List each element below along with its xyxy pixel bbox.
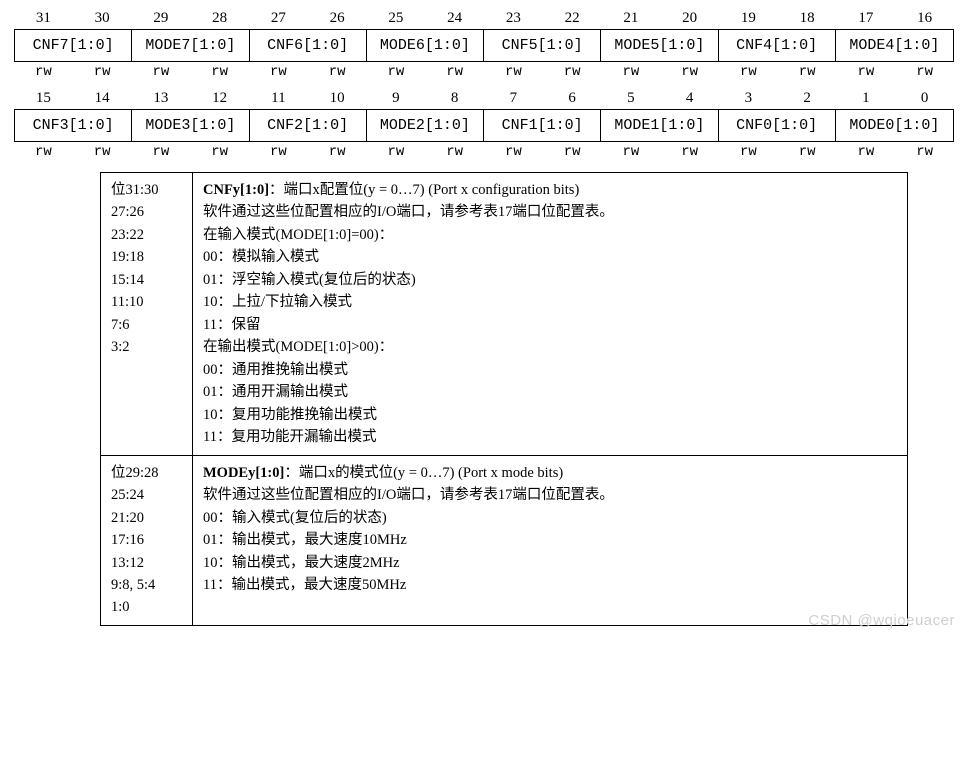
rw-cell: rw [543,142,602,166]
rw-cell: rw [249,62,308,86]
bit-num: 27 [249,10,308,29]
rw-cell: rw [249,142,308,166]
field-cell: MODE2[1:0] [367,110,484,141]
field-cell: CNF1[1:0] [484,110,601,141]
bit-num: 28 [190,10,249,29]
description-table: 位31:3027:2623:2219:1815:1411:107:63:2 CN… [100,172,908,626]
rw-cell: rw [308,142,367,166]
field-cell: MODE6[1:0] [367,30,484,61]
field-cell: CNF5[1:0] [484,30,601,61]
rw-cell: rw [660,62,719,86]
field-cell: CNF0[1:0] [719,110,836,141]
field-cell: MODE7[1:0] [132,30,249,61]
bits-cell: 位31:3027:2623:2219:1815:1411:107:63:2 [101,173,193,456]
bit-num: 9 [367,90,426,109]
rw-cell: rw [367,142,426,166]
rw-cell: rw [837,142,896,166]
field-cell: MODE3[1:0] [132,110,249,141]
desc-row-modey: 位29:2825:2421:2017:1613:129:8, 5:41:0 MO… [101,455,908,625]
bit-numbers-high: 31 30 29 28 27 26 25 24 23 22 21 20 19 1… [14,10,954,29]
bit-num: 3 [719,90,778,109]
field-cell: CNF6[1:0] [250,30,367,61]
rw-cell: rw [484,142,543,166]
bit-num: 30 [73,10,132,29]
rw-cell: rw [484,62,543,86]
rw-cell: rw [778,62,837,86]
rw-cell: rw [73,142,132,166]
bit-num: 7 [484,90,543,109]
bit-num: 10 [308,90,367,109]
register-row-high: 31 30 29 28 27 26 25 24 23 22 21 20 19 1… [14,10,959,86]
bit-num: 2 [778,90,837,109]
bit-num: 6 [543,90,602,109]
field-row-high: CNF7[1:0] MODE7[1:0] CNF6[1:0] MODE6[1:0… [14,29,954,62]
desc-row-cnfy: 位31:3027:2623:2219:1815:1411:107:63:2 CN… [101,173,908,456]
rw-cell: rw [778,142,837,166]
field-cell: CNF2[1:0] [250,110,367,141]
rw-cell: rw [719,142,778,166]
bit-num: 21 [602,10,661,29]
bit-num: 8 [425,90,484,109]
bits-cell: 位29:2825:2421:2017:1613:129:8, 5:41:0 [101,455,193,625]
bit-num: 12 [190,90,249,109]
desc-cell: CNFy[1:0]：端口x配置位(y = 0…7) (Port x config… [193,173,908,456]
bit-num: 26 [308,10,367,29]
bit-num: 14 [73,90,132,109]
bit-numbers-low: 15 14 13 12 11 10 9 8 7 6 5 4 3 2 1 0 [14,90,954,109]
rw-cell: rw [425,142,484,166]
rw-cell: rw [837,62,896,86]
field-cell: CNF3[1:0] [15,110,132,141]
bit-num: 15 [14,90,73,109]
rw-cell: rw [895,62,954,86]
rw-cell: rw [660,142,719,166]
field-cell: CNF4[1:0] [719,30,836,61]
rw-cell: rw [602,142,661,166]
rw-row-low: rw rw rw rw rw rw rw rw rw rw rw rw rw r… [14,142,954,166]
field-cell: CNF7[1:0] [15,30,132,61]
field-cell: MODE5[1:0] [601,30,718,61]
rw-row-high: rw rw rw rw rw rw rw rw rw rw rw rw rw r… [14,62,954,86]
field-row-low: CNF3[1:0] MODE3[1:0] CNF2[1:0] MODE2[1:0… [14,109,954,142]
bit-num: 25 [367,10,426,29]
bit-num: 23 [484,10,543,29]
bit-num: 31 [14,10,73,29]
rw-cell: rw [14,142,73,166]
bit-num: 1 [837,90,896,109]
rw-cell: rw [308,62,367,86]
desc-cell: MODEy[1:0]：端口x的模式位(y = 0…7) (Port x mode… [193,455,908,625]
rw-cell: rw [367,62,426,86]
bit-num: 4 [660,90,719,109]
rw-cell: rw [719,62,778,86]
bit-num: 24 [425,10,484,29]
bit-num: 16 [895,10,954,29]
rw-cell: rw [425,62,484,86]
bit-num: 19 [719,10,778,29]
watermark-text: CSDN @wqioeuacer [14,612,959,629]
rw-cell: rw [543,62,602,86]
bit-num: 0 [895,90,954,109]
rw-cell: rw [132,142,191,166]
bit-num: 17 [837,10,896,29]
bit-num: 5 [602,90,661,109]
rw-cell: rw [14,62,73,86]
field-cell: MODE4[1:0] [836,30,953,61]
bit-num: 11 [249,90,308,109]
rw-cell: rw [132,62,191,86]
bit-num: 29 [132,10,191,29]
field-cell: MODE0[1:0] [836,110,953,141]
rw-cell: rw [895,142,954,166]
rw-cell: rw [73,62,132,86]
bit-num: 20 [660,10,719,29]
rw-cell: rw [190,62,249,86]
rw-cell: rw [602,62,661,86]
bit-num: 18 [778,10,837,29]
bit-num: 22 [543,10,602,29]
register-row-low: 15 14 13 12 11 10 9 8 7 6 5 4 3 2 1 0 CN… [14,90,959,166]
bit-num: 13 [132,90,191,109]
field-cell: MODE1[1:0] [601,110,718,141]
rw-cell: rw [190,142,249,166]
